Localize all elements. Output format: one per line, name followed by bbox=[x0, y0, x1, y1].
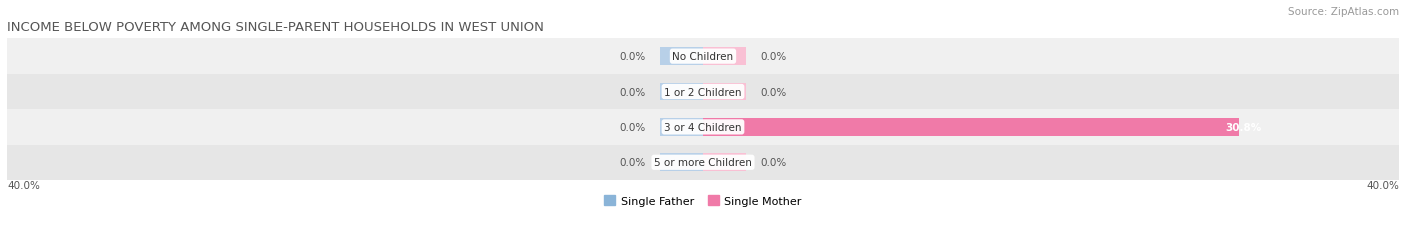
Bar bbox=[7, 145, 1399, 180]
Text: 0.0%: 0.0% bbox=[761, 87, 787, 97]
Bar bbox=[703, 83, 747, 101]
Legend: Single Father, Single Mother: Single Father, Single Mother bbox=[605, 195, 801, 206]
Text: 40.0%: 40.0% bbox=[7, 180, 39, 190]
Text: 1 or 2 Children: 1 or 2 Children bbox=[664, 87, 742, 97]
Text: Source: ZipAtlas.com: Source: ZipAtlas.com bbox=[1288, 7, 1399, 17]
Bar bbox=[659, 83, 703, 101]
Bar bbox=[7, 74, 1399, 110]
Bar bbox=[659, 119, 703, 136]
Bar bbox=[659, 48, 703, 66]
Text: 40.0%: 40.0% bbox=[1367, 180, 1399, 190]
Text: 0.0%: 0.0% bbox=[619, 122, 645, 132]
Bar bbox=[703, 154, 747, 171]
Text: 0.0%: 0.0% bbox=[619, 158, 645, 167]
Bar bbox=[703, 119, 1239, 136]
Text: 30.8%: 30.8% bbox=[1225, 122, 1261, 132]
Text: No Children: No Children bbox=[672, 52, 734, 62]
Text: 0.0%: 0.0% bbox=[619, 52, 645, 62]
Text: 0.0%: 0.0% bbox=[619, 87, 645, 97]
Bar bbox=[7, 39, 1399, 74]
Bar bbox=[703, 48, 747, 66]
Text: 3 or 4 Children: 3 or 4 Children bbox=[664, 122, 742, 132]
Bar bbox=[7, 110, 1399, 145]
Text: 0.0%: 0.0% bbox=[761, 52, 787, 62]
Text: INCOME BELOW POVERTY AMONG SINGLE-PARENT HOUSEHOLDS IN WEST UNION: INCOME BELOW POVERTY AMONG SINGLE-PARENT… bbox=[7, 21, 544, 34]
Text: 0.0%: 0.0% bbox=[761, 158, 787, 167]
Bar bbox=[659, 154, 703, 171]
Text: 5 or more Children: 5 or more Children bbox=[654, 158, 752, 167]
